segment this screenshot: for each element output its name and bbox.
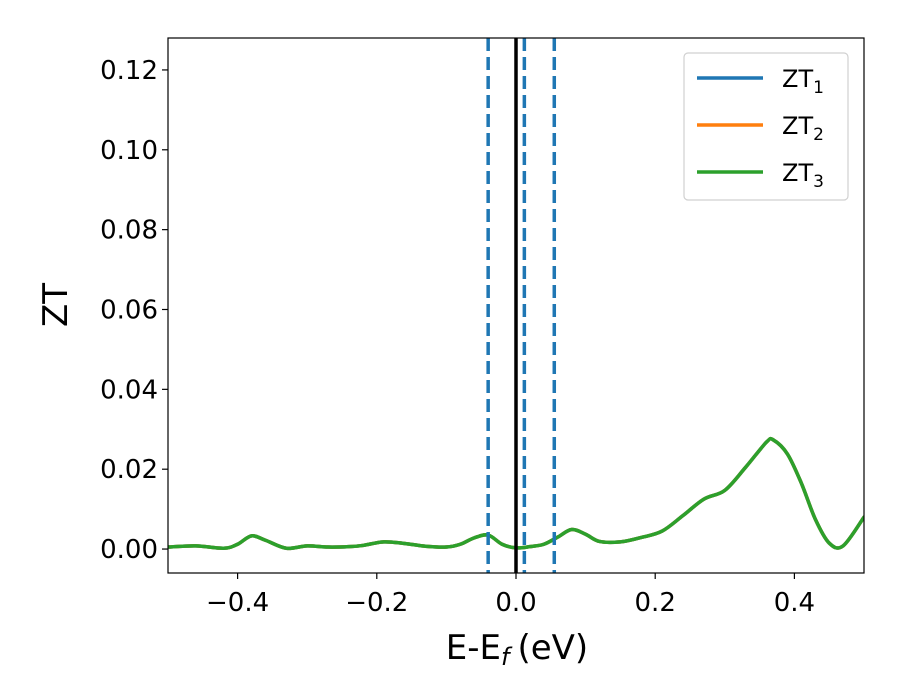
y-tick-label: 0.02 <box>100 455 158 485</box>
x-tick-label: 0.4 <box>774 588 815 618</box>
legend-box <box>683 52 849 201</box>
y-axis-label: ZT <box>36 283 76 327</box>
x-axis-label-unit: (eV) <box>517 628 588 668</box>
plot-area <box>168 38 864 573</box>
legend-label-zt3: ZT3 <box>782 159 824 192</box>
series-line-zt3 <box>168 436 864 551</box>
plot-clip-group <box>168 38 864 573</box>
y-tick-label: 0.00 <box>100 535 158 565</box>
legend-label-zt1: ZT1 <box>782 65 824 98</box>
axes: −0.4 −0.2 0.0 0.2 0.4 0.00 0.02 0.04 0.06 0.08 0.1… <box>100 37 865 618</box>
y-tick-label: 0.12 <box>100 56 158 86</box>
legend-label-sub: 2 <box>813 125 824 145</box>
legend-label-main: ZT <box>782 159 813 187</box>
x-tick-label: −0.2 <box>345 588 408 618</box>
x-axis-label-sub: f <box>501 643 513 671</box>
x-tick-label: −0.4 <box>206 588 269 618</box>
legend-label-sub: 3 <box>813 172 824 192</box>
legend-label-zt2: ZT2 <box>782 112 824 145</box>
x-axis-label: E-Ef (eV) <box>446 628 588 671</box>
legend-label-main: ZT <box>782 112 813 140</box>
y-tick-label: 0.04 <box>100 375 158 405</box>
y-tick-label: 0.10 <box>100 136 158 166</box>
y-tick-label: 0.06 <box>100 295 158 325</box>
x-tick-label: 0.2 <box>635 588 676 618</box>
legend-label-sub: 1 <box>813 78 824 98</box>
x-tick-label: 0.0 <box>495 588 536 618</box>
y-tick-label: 0.08 <box>100 216 158 246</box>
x-axis-label-main: E-E <box>446 628 501 668</box>
legend-label-main: ZT <box>782 65 813 93</box>
